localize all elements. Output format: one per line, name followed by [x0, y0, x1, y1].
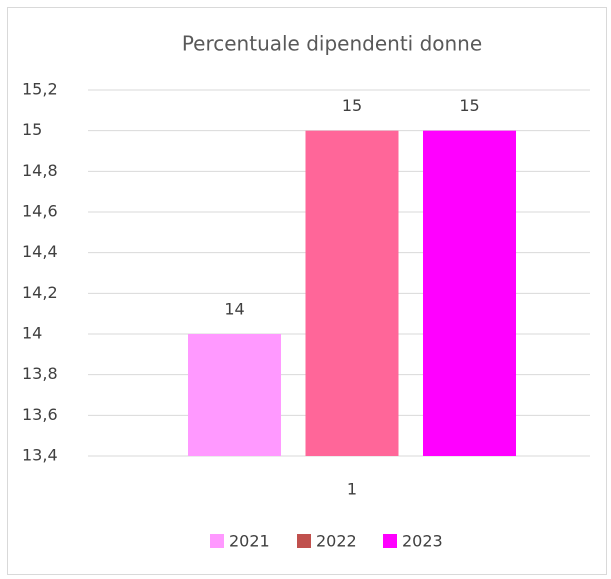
x-tick-label: 1	[347, 480, 357, 499]
bar	[423, 130, 516, 456]
data-label: 15	[342, 96, 362, 115]
bar	[305, 130, 399, 456]
legend-swatch	[297, 534, 311, 548]
chart-title: Percentuale dipendenti donne	[182, 32, 482, 56]
y-tick-label: 15	[22, 120, 42, 139]
legend-swatch	[210, 534, 224, 548]
y-tick-label: 14,4	[22, 242, 58, 261]
y-tick-label: 15,2	[22, 80, 58, 99]
y-tick-label: 14,8	[22, 161, 58, 180]
data-label: 15	[459, 96, 479, 115]
y-tick-label: 13,6	[22, 405, 58, 424]
legend-label: 2021	[229, 532, 270, 551]
data-label: 14	[224, 300, 244, 319]
y-tick-label: 13,4	[22, 446, 58, 465]
legend-label: 2023	[402, 532, 443, 551]
legend-swatch	[383, 534, 397, 548]
y-tick-label: 13,8	[22, 364, 58, 383]
y-tick-label: 14	[22, 324, 42, 343]
y-tick-label: 14,6	[22, 202, 58, 221]
bar	[188, 334, 281, 456]
legend-label: 2022	[316, 532, 357, 551]
y-tick-label: 14,2	[22, 283, 58, 302]
